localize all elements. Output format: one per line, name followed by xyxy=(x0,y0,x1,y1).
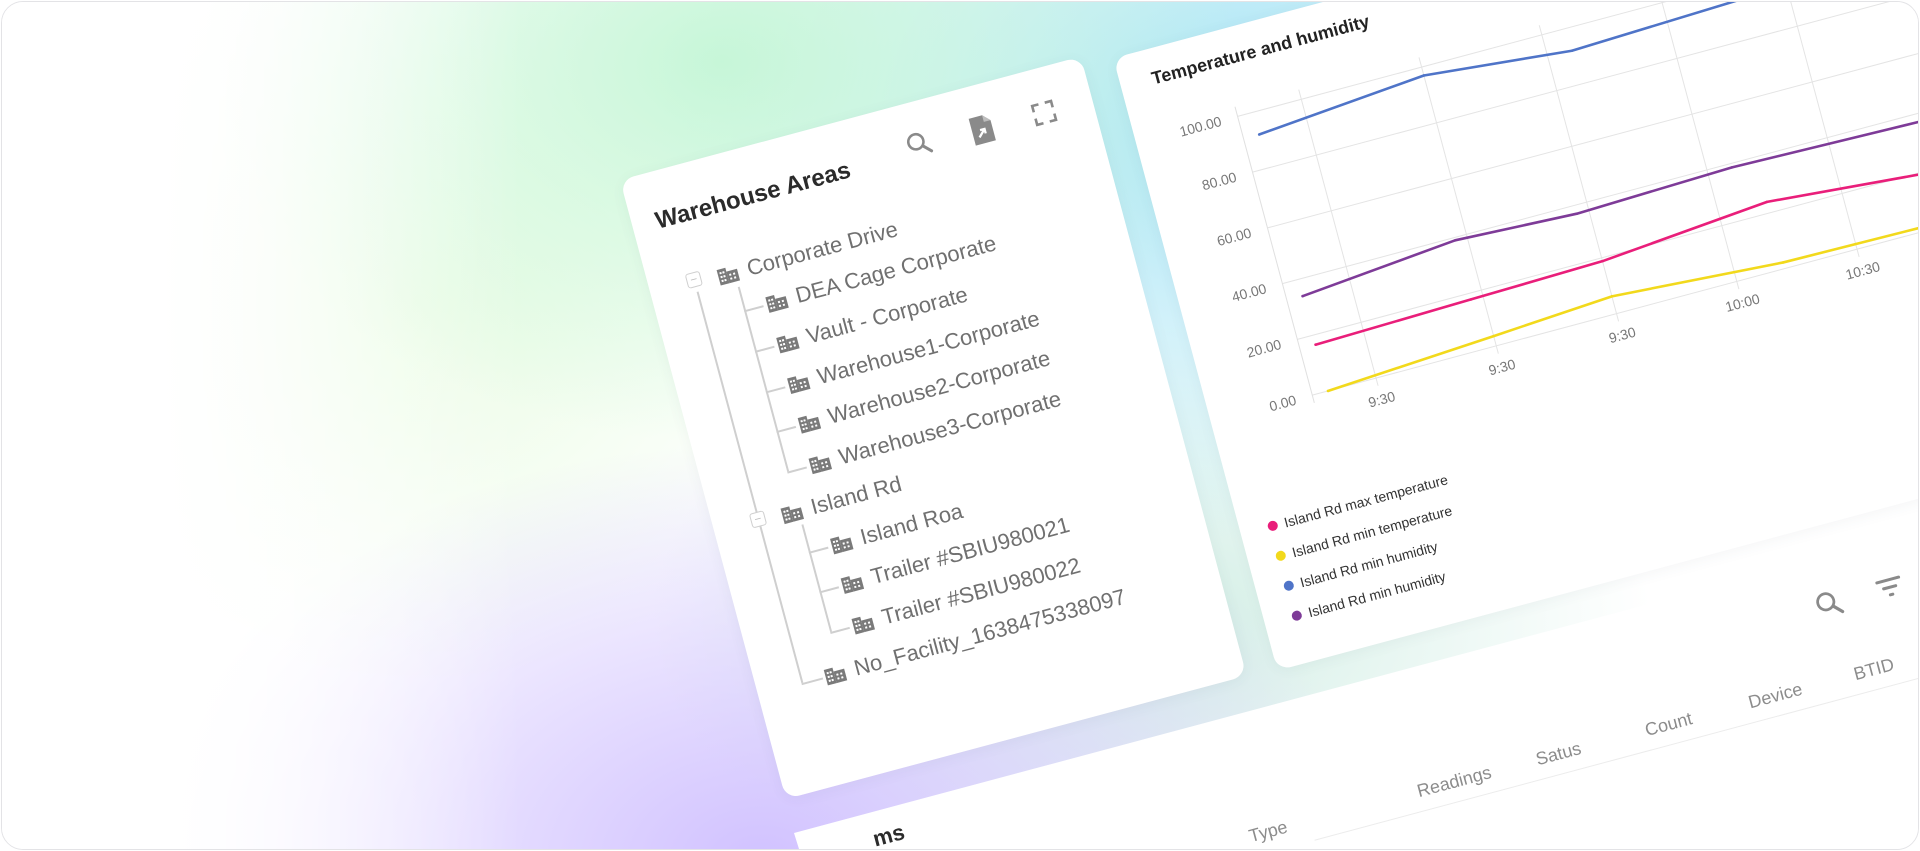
y-gridline xyxy=(1252,2,1918,173)
y-gridline xyxy=(1282,54,1918,285)
tree-item[interactable]: DEA Cage Corporate xyxy=(763,229,1000,318)
x-gridline xyxy=(1298,89,1379,386)
file-export-icon[interactable] xyxy=(965,111,1000,147)
data-point xyxy=(1601,259,1604,263)
series-line-1 xyxy=(1327,224,1918,393)
x-gridline xyxy=(1899,2,1918,225)
tree-item[interactable]: Island Rd xyxy=(778,470,905,529)
building-icon xyxy=(850,611,876,636)
tree-item[interactable]: Trailer #SBIU980021 xyxy=(838,511,1073,599)
data-point xyxy=(1575,212,1579,216)
data-point xyxy=(1492,334,1495,338)
building-icon xyxy=(796,410,822,435)
tree-item[interactable]: Island Roa xyxy=(827,497,966,559)
x-tick-label: 9:30 xyxy=(1487,356,1518,379)
data-point xyxy=(1257,133,1261,136)
collapse-toggle[interactable]: − xyxy=(748,510,768,529)
y-tick-label: 80.00 xyxy=(1200,169,1238,194)
building-icon xyxy=(764,289,790,314)
data-point xyxy=(1730,166,1734,169)
tree-line xyxy=(801,524,832,633)
y-gridline xyxy=(1297,109,1918,340)
x-tick-label: 9:30 xyxy=(1366,388,1397,411)
tree-item[interactable]: Trailer #SBIU980022 xyxy=(849,552,1084,640)
warehouse-areas-card: Warehouse Areas − − Corpor xyxy=(620,56,1247,800)
temperature-humidity-card: Temperature and humidity 0.00 20.00 40.00 6… xyxy=(1113,2,1918,671)
series-line-2 xyxy=(1258,2,1918,136)
y-tick-label: 0.00 xyxy=(1267,392,1298,415)
legend-dot xyxy=(1282,579,1295,592)
y-tick-label: 60.00 xyxy=(1215,225,1253,250)
building-icon xyxy=(839,570,865,595)
x-gridline xyxy=(1659,2,1740,290)
data-point xyxy=(1570,49,1574,53)
filter-icon[interactable] xyxy=(1871,569,1908,606)
data-point xyxy=(1422,74,1426,77)
search-icon[interactable] xyxy=(1810,585,1847,622)
y-tick-label: 40.00 xyxy=(1230,280,1268,305)
building-icon xyxy=(828,531,854,556)
legend-dot xyxy=(1274,549,1287,562)
tree-item[interactable]: Corporate Drive xyxy=(714,215,901,290)
table-card: ms Type Readings Satus Count Device BTID xyxy=(795,492,1918,849)
collapse-toggle[interactable]: − xyxy=(684,270,704,289)
x-gridline xyxy=(1538,25,1620,322)
background-fade xyxy=(2,2,522,849)
data-point xyxy=(1326,389,1330,393)
building-icon xyxy=(785,370,811,395)
data-point xyxy=(1301,294,1304,298)
tree-line xyxy=(808,546,829,554)
tree-line xyxy=(801,677,824,685)
legend-dot xyxy=(1290,609,1303,622)
x-tick-label: 9:30 xyxy=(1607,324,1638,347)
building-icon xyxy=(715,262,741,287)
building-icon xyxy=(779,500,805,525)
data-point xyxy=(1453,239,1457,242)
building-icon xyxy=(774,330,800,355)
tree-item[interactable]: No_Facility_1638475338097 xyxy=(821,583,1129,691)
tree-line xyxy=(743,305,764,312)
x-gridline xyxy=(1779,2,1860,258)
data-point xyxy=(1781,261,1785,264)
tree-line xyxy=(830,626,850,634)
line-chart: 0.00 20.00 40.00 60.00 80.00 100.00 9:30 9:30 9:… xyxy=(1178,2,1918,415)
tree-item[interactable]: Warehouse3-Corporate xyxy=(806,385,1064,479)
y-tick-label: 100.00 xyxy=(1178,113,1224,140)
tree-item[interactable]: Warehouse2-Corporate xyxy=(795,344,1053,438)
data-point xyxy=(1314,343,1317,346)
card-title: Warehouse Areas xyxy=(652,156,854,235)
y-gridline xyxy=(1312,165,1918,396)
y-axis xyxy=(1234,106,1315,404)
building-icon xyxy=(822,662,848,687)
y-gridline xyxy=(1237,2,1918,117)
search-icon[interactable] xyxy=(902,126,936,160)
fullscreen-icon[interactable] xyxy=(1028,97,1060,129)
tree-item[interactable]: Warehouse1-Corporate xyxy=(784,305,1042,399)
data-point xyxy=(1469,298,1473,301)
x-tick-label: 10:00 xyxy=(1723,290,1761,315)
data-point xyxy=(1765,200,1769,204)
tree-line xyxy=(754,345,775,353)
legend-dot xyxy=(1266,519,1279,532)
tree-line xyxy=(765,386,786,393)
tree-item-label: Island Rd xyxy=(807,471,905,520)
y-tick-label: 20.00 xyxy=(1245,336,1283,361)
tree-line xyxy=(776,425,797,433)
tree-line xyxy=(787,466,807,474)
series-line-3 xyxy=(1302,118,1918,298)
x-gridline xyxy=(1418,57,1499,354)
building-icon xyxy=(807,450,833,475)
tree-item[interactable]: Vault - Corporate xyxy=(773,280,970,358)
data-point xyxy=(1610,295,1614,298)
tree-line xyxy=(819,586,839,593)
x-tick-label: 10:30 xyxy=(1844,258,1882,283)
y-gridline xyxy=(1267,2,1918,229)
